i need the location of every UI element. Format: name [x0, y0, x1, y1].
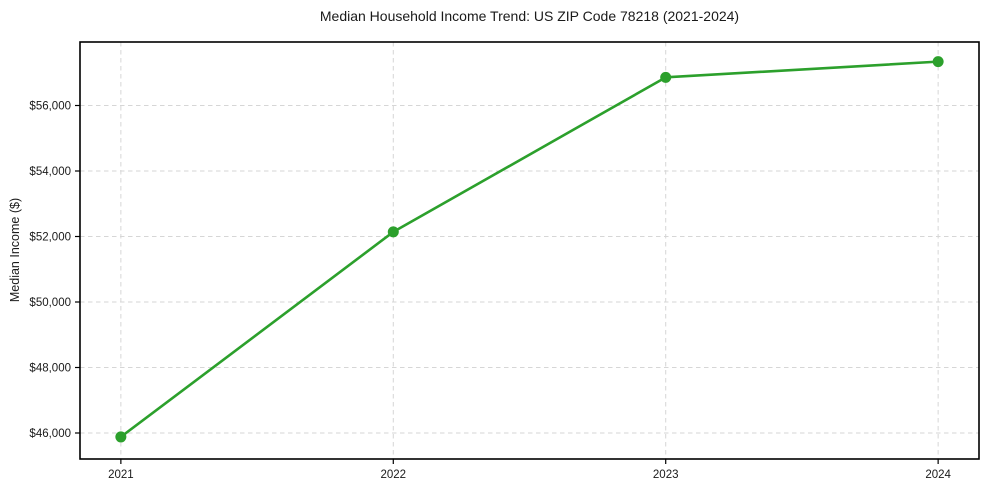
data-line-median-household-income — [119, 60, 940, 439]
data-point-2021 — [115, 431, 127, 443]
x-tick-label: 2021 — [108, 469, 134, 481]
y-tick-label: $48,000 — [29, 362, 71, 374]
y-tick-label: $54,000 — [29, 166, 71, 178]
y-tick-label: $50,000 — [29, 297, 71, 309]
plot-area-border — [79, 41, 980, 460]
x-tick-label: 2022 — [380, 469, 406, 481]
y-tick-label: $52,000 — [29, 231, 71, 243]
y-tick-label: $56,000 — [29, 101, 71, 113]
x-tick-label: 2024 — [925, 469, 951, 481]
x-tick-label: 2023 — [653, 469, 679, 481]
data-point-2023 — [660, 71, 672, 83]
data-point-2024 — [932, 56, 944, 68]
chart-title: Median Household Income Trend: US ZIP Co… — [319, 8, 740, 24]
data-point-2022 — [387, 226, 399, 238]
y-tick-label: $46,000 — [29, 428, 71, 440]
